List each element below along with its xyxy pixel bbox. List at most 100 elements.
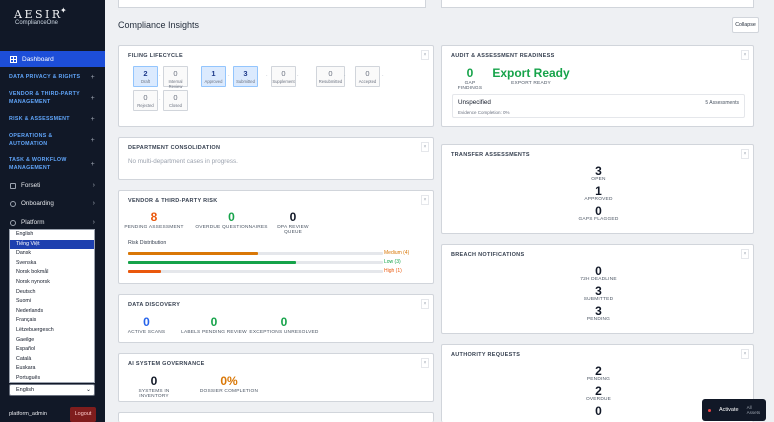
stage-count: 2: [143, 69, 148, 78]
close-icon[interactable]: ×: [421, 358, 429, 368]
stat-value: 2: [595, 384, 602, 398]
close-icon[interactable]: ×: [741, 349, 749, 359]
stat-label: OPEN: [591, 177, 606, 182]
card-vendor-risk: VENDOR & THIRD-PARTY RISK × 8 PENDING ASS…: [118, 190, 434, 284]
section-risk[interactable]: RISK & ASSESSMENT +: [9, 116, 95, 123]
section-operations[interactable]: OPERATIONS & AUTOMATION +: [9, 133, 95, 147]
filing-stage[interactable]: 0 Rejected: [133, 90, 158, 111]
risk-bar-label: High (1): [384, 268, 402, 274]
filing-stage[interactable]: 3 Submitted: [233, 66, 258, 87]
status-dot-icon: [708, 408, 711, 412]
language-option[interactable]: Dansk: [16, 250, 32, 257]
close-icon[interactable]: ×: [741, 50, 749, 60]
language-option[interactable]: Deutsch: [16, 288, 36, 295]
language-option[interactable]: Norsk nynorsk: [16, 278, 50, 285]
stat-value: 0: [595, 204, 602, 218]
logo-sub: ComplianceOne: [15, 20, 59, 26]
language-option[interactable]: Svenska: [16, 259, 37, 266]
section-data-privacy[interactable]: DATA PRIVACY & RIGHTS +: [9, 74, 95, 81]
stat-dpa-review-queue: 0 DPA REVIEW QUEUE: [277, 210, 309, 235]
nav-onboarding[interactable]: Onboarding ›: [10, 200, 95, 207]
language-option[interactable]: English: [16, 231, 34, 237]
main-content: Compliance Insights Collapse FILING LIFE…: [105, 0, 774, 422]
language-option[interactable]: Tiếng Việt: [10, 239, 94, 250]
stat-active-scans: 0 ACTIVE SCANS: [127, 315, 166, 335]
card-breach-notifications: BREACH NOTIFICATIONS × 0 72H DEADLINE 3 SUB…: [441, 244, 754, 334]
stat-value: 1: [595, 184, 602, 198]
language-option[interactable]: Nederlands: [16, 307, 44, 314]
card-header: BREACH NOTIFICATIONS: [451, 252, 525, 258]
separator: ·: [382, 73, 384, 79]
logo-star-icon: ✦: [60, 6, 67, 15]
card-header: DEPARTMENT CONSOLIDATION: [128, 145, 221, 151]
language-option[interactable]: Euskara: [16, 365, 36, 372]
card-header: DATA DISCOVERY: [128, 302, 181, 308]
stat-systems-in-inventory: 0 SYSTEMS IN INVENTORY: [138, 374, 170, 399]
section-task[interactable]: TASK & WORKFLOW MANAGEMENT +: [9, 157, 95, 171]
nav-platform[interactable]: Platform ›: [10, 219, 95, 226]
assessment-summary[interactable]: Unspecified 5 Assessments Evidence Compl…: [452, 94, 745, 118]
language-option[interactable]: Norsk bokmål: [16, 269, 49, 276]
filing-stage[interactable]: 2 Draft: [133, 66, 158, 87]
filing-stage[interactable]: 0 Accepted: [355, 66, 380, 87]
language-option[interactable]: Español: [16, 346, 36, 353]
language-option[interactable]: Français: [16, 317, 37, 324]
card-header: AI SYSTEM GOVERNANCE: [128, 361, 205, 367]
language-select[interactable]: English ⌄: [9, 384, 95, 396]
risk-bar: [128, 261, 383, 264]
stage-label: Supplement: [272, 79, 295, 84]
chevron-right-icon: ›: [92, 219, 95, 226]
language-option[interactable]: Gaeilge: [16, 336, 35, 343]
section-vendor[interactable]: VENDOR & THIRD-PARTY MANAGEMENT +: [9, 91, 95, 105]
stage-label: Rejected: [137, 103, 154, 108]
chevron-down-icon: ⌄: [85, 387, 91, 393]
close-icon[interactable]: ×: [421, 50, 429, 60]
stage-count: 0: [328, 69, 333, 78]
user-icon: [10, 219, 16, 226]
close-icon[interactable]: ×: [421, 195, 429, 205]
evidence-completion: Evidence Completion: 0%: [458, 110, 510, 115]
close-icon[interactable]: ×: [741, 149, 749, 159]
close-icon[interactable]: ×: [421, 299, 429, 309]
onboarding-icon: [10, 200, 16, 207]
activate-button[interactable]: Activate All Assets: [702, 399, 766, 421]
stage-label: Draft: [140, 79, 151, 84]
logout-button[interactable]: Logout: [70, 407, 96, 422]
filing-stage[interactable]: 0 Closed: [163, 90, 188, 111]
stat-label: SUBMITTED: [583, 297, 614, 302]
stat-label: 72H DEADLINE: [580, 277, 617, 282]
stat-label: GAPS FLAGGED: [578, 217, 619, 222]
collapse-button[interactable]: Collapse: [732, 17, 759, 33]
stat-value: 3: [595, 284, 602, 298]
card-fragment: [441, 0, 754, 8]
card-department-consolidation: DEPARTMENT CONSOLIDATION × No multi-depa…: [118, 137, 434, 180]
risk-distribution-label: Risk Distribution: [128, 240, 167, 246]
sidebar: AESIR ✦ ComplianceOne Dashboard DATA PRI…: [0, 0, 105, 422]
close-icon[interactable]: ×: [421, 142, 429, 152]
assessment-status: Unspecified: [458, 99, 491, 106]
stat-exceptions-unresolved: 0 EXCEPTIONS UNRESOLVED: [249, 315, 319, 335]
filing-stage[interactable]: 0 Resubmitted: [316, 66, 345, 87]
card-data-discovery: DATA DISCOVERY × 0 ACTIVE SCANS 0 LABELS P…: [118, 294, 434, 343]
language-option[interactable]: Català: [16, 355, 32, 362]
plus-icon: +: [90, 161, 95, 168]
filing-stage[interactable]: 0 Supplement: [271, 66, 296, 87]
stage-label: Closed: [168, 103, 183, 108]
stat-value: 0: [595, 264, 602, 278]
nav-forseti[interactable]: Forseti ›: [10, 182, 95, 189]
language-dropdown-list[interactable]: English Tiếng Việt Dansk Svenska Norsk bokmå…: [9, 229, 95, 383]
close-icon[interactable]: ×: [741, 249, 749, 259]
assessment-count: 5 Assessments: [705, 100, 739, 106]
card-transfer-assessments: TRANSFER ASSESSMENTS × 3 OPEN 1 APPROVED 0 GA…: [441, 144, 754, 234]
filing-stage[interactable]: 1 Approved: [201, 66, 226, 87]
card-header: FILING LIFECYCLE: [128, 53, 183, 59]
stage-count: 0: [365, 69, 370, 78]
language-option[interactable]: Português: [16, 374, 41, 381]
chevron-right-icon: ›: [92, 200, 95, 207]
language-option[interactable]: Lëtzebuergesch: [16, 326, 54, 333]
filing-stage[interactable]: 0 Internal Review: [163, 66, 188, 89]
stat-label: APPROVED: [584, 197, 613, 202]
card-header: AUTHORITY REQUESTS: [451, 352, 521, 358]
nav-dashboard[interactable]: Dashboard: [0, 51, 105, 67]
language-option[interactable]: Suomi: [16, 298, 32, 305]
